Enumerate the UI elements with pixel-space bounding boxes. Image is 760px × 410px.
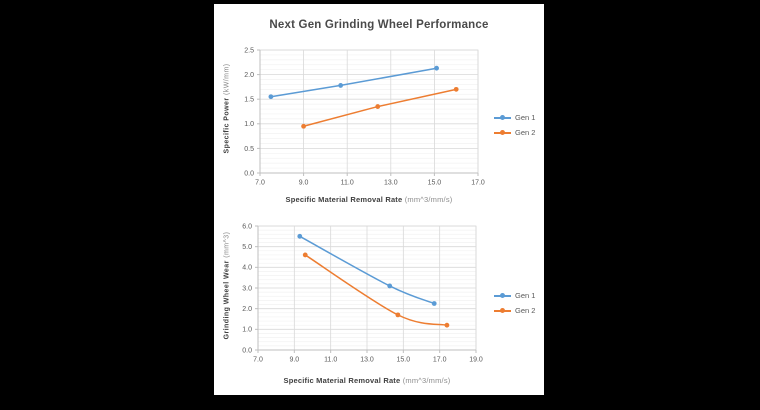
- svg-text:9.0: 9.0: [299, 180, 309, 187]
- svg-text:6.0: 6.0: [242, 223, 252, 230]
- wheel-wear-chart: 7.0 9.0 11.0 13.0 15.0 17.0 19.0 0.0 1.0 2.0 3.0 4.…: [242, 223, 483, 364]
- specific-power-legend: Gen 1 Gen 2: [494, 110, 535, 140]
- svg-text:4.0: 4.0: [242, 265, 252, 272]
- legend-label: Gen 1: [515, 113, 536, 122]
- svg-text:13.0: 13.0: [384, 180, 398, 187]
- specific-power-x-axis-label: Specific Material Removal Rate (mm^3/mm/…: [260, 195, 478, 204]
- svg-text:7.0: 7.0: [255, 180, 265, 187]
- svg-text:11.0: 11.0: [341, 180, 354, 187]
- y-axis-label-text: Specific Power: [223, 97, 231, 154]
- y-axis-label-unit: (kW/mm): [223, 63, 231, 96]
- svg-text:1.0: 1.0: [244, 121, 254, 128]
- x-axis-label-text: Specific Material Removal Rate: [283, 376, 401, 385]
- legend-label: Gen 2: [515, 306, 536, 315]
- legend-item-gen1: Gen 1: [494, 288, 535, 303]
- chart-panel: Next Gen Grinding Wheel Performance 7.0 9…: [214, 4, 544, 395]
- wheel-wear-x-axis-label: Specific Material Removal Rate (mm^3/mm/…: [258, 376, 476, 385]
- svg-text:2.0: 2.0: [242, 306, 252, 313]
- svg-text:15.0: 15.0: [397, 357, 411, 364]
- specific-power-chart: 7.0 9.0 11.0 13.0 15.0 17.0 0.0 0.5 1.0 1.5 2.0 2.5: [244, 47, 485, 187]
- svg-text:15.0: 15.0: [428, 180, 442, 187]
- legend-label: Gen 2: [515, 128, 536, 137]
- gen2-line-marker-icon: [494, 308, 511, 313]
- svg-text:13.0: 13.0: [360, 357, 374, 364]
- svg-text:3.0: 3.0: [242, 285, 252, 292]
- svg-text:1.0: 1.0: [242, 327, 252, 334]
- legend-item-gen2: Gen 2: [494, 303, 535, 318]
- svg-text:5.0: 5.0: [242, 244, 252, 251]
- wheel-wear-y-axis-label: Grinding Wheel Wear (mm^3): [224, 186, 231, 386]
- svg-text:0.5: 0.5: [244, 146, 254, 153]
- svg-text:7.0: 7.0: [253, 357, 263, 364]
- x-axis-label-text: Specific Material Removal Rate: [285, 195, 403, 204]
- specific-power-y-axis-label: Specific Power (kW/mm): [224, 9, 231, 209]
- svg-text:17.0: 17.0: [471, 180, 485, 187]
- page-title: Next Gen Grinding Wheel Performance: [269, 19, 489, 31]
- gen1-line-marker-icon: [494, 115, 511, 120]
- legend-item-gen2: Gen 2: [494, 125, 535, 140]
- svg-text:2.5: 2.5: [244, 47, 254, 54]
- svg-text:17.0: 17.0: [433, 357, 447, 364]
- wheel-wear-legend: Gen 1 Gen 2: [494, 288, 535, 318]
- svg-text:0.0: 0.0: [244, 170, 254, 177]
- svg-text:1.5: 1.5: [244, 97, 254, 104]
- y-axis-label-unit: (mm^3): [223, 231, 231, 258]
- x-axis-label-unit: (mm^3/mm/s): [404, 195, 453, 204]
- svg-text:9.0: 9.0: [289, 357, 299, 364]
- legend-item-gen1: Gen 1: [494, 110, 535, 125]
- svg-text:19.0: 19.0: [469, 357, 483, 364]
- x-axis-label-unit: (mm^3/mm/s): [402, 376, 451, 385]
- svg-text:0.0: 0.0: [242, 347, 252, 354]
- gen1-line-marker-icon: [494, 293, 511, 298]
- gen2-line-marker-icon: [494, 130, 511, 135]
- svg-text:11.0: 11.0: [324, 357, 337, 364]
- svg-text:2.0: 2.0: [244, 72, 254, 79]
- y-axis-label-text: Grinding Wheel Wear: [223, 260, 231, 340]
- legend-label: Gen 1: [515, 291, 536, 300]
